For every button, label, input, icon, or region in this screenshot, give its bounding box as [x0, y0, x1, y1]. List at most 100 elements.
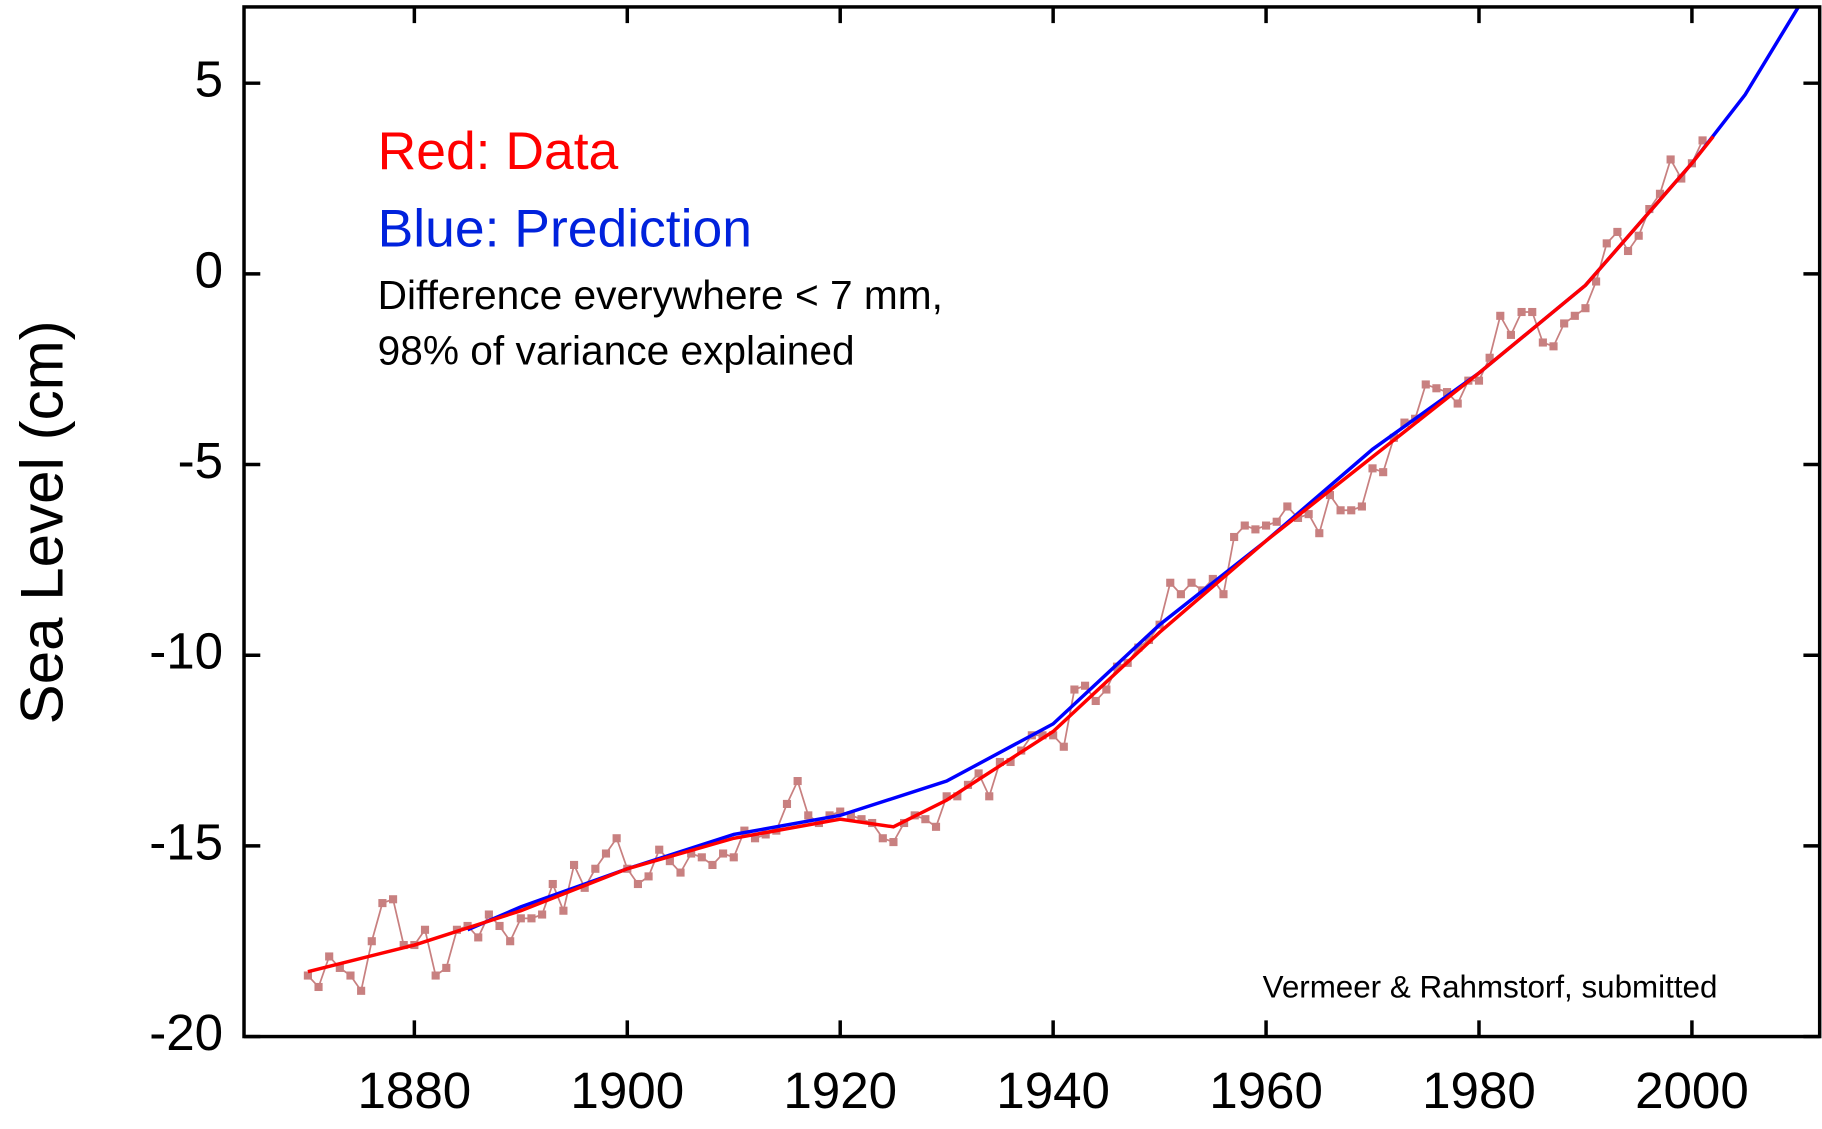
- data-point: [346, 971, 355, 980]
- data-point: [1623, 246, 1633, 256]
- data-point: [325, 952, 334, 961]
- data-point: [484, 910, 493, 919]
- data-point: [1240, 521, 1249, 530]
- data-point: [548, 879, 557, 889]
- data-point: [1613, 227, 1622, 236]
- data-point: [1091, 696, 1100, 706]
- data-point: [1187, 578, 1196, 587]
- y-tick-label: 5: [195, 51, 223, 108]
- data-point: [1453, 399, 1462, 408]
- data-point: [1006, 757, 1015, 767]
- data-point: [1666, 155, 1675, 164]
- data-point: [314, 982, 323, 992]
- data-point: [420, 925, 430, 934]
- data-point: [1581, 304, 1590, 313]
- data-point: [1219, 590, 1228, 599]
- data-point: [644, 872, 653, 881]
- data-point: [1208, 574, 1217, 583]
- data-point: [782, 799, 792, 808]
- data-point: [1357, 502, 1366, 511]
- x-tick-label: 1940: [996, 1062, 1110, 1119]
- data-point: [953, 792, 962, 801]
- data-point: [1400, 418, 1409, 427]
- y-tick-label: 0: [195, 241, 223, 298]
- data-point: [367, 937, 376, 946]
- data-point: [357, 986, 366, 995]
- data-point: [1442, 388, 1452, 397]
- annotation: Vermeer & Rahmstorf, submitted: [1263, 969, 1718, 1004]
- data-point: [495, 921, 504, 931]
- data-point: [1102, 685, 1111, 694]
- data-point: [516, 914, 525, 923]
- data-point: [559, 906, 568, 915]
- data-point: [1059, 742, 1068, 751]
- data-point: [1645, 204, 1654, 214]
- data-point: [995, 757, 1004, 767]
- data-point: [825, 811, 834, 820]
- y-tick-label: -5: [178, 432, 223, 489]
- data-point: [1389, 433, 1398, 442]
- data-point: [1081, 681, 1090, 690]
- data-point: [1570, 311, 1579, 320]
- data-point: [1549, 342, 1558, 351]
- data-point: [889, 838, 898, 847]
- series-line: [466, 6, 1800, 932]
- data-point: [569, 860, 579, 869]
- data-point: [836, 807, 845, 816]
- data-point: [942, 792, 951, 801]
- data-point: [1538, 338, 1547, 347]
- data-point: [303, 971, 312, 980]
- data-point: [804, 811, 813, 820]
- data-point: [463, 921, 472, 931]
- data-point: [527, 914, 536, 923]
- data-point: [506, 937, 515, 946]
- data-point: [1038, 731, 1047, 740]
- x-tick-label: 1880: [358, 1062, 472, 1119]
- data-point: [719, 849, 728, 858]
- data-point: [878, 834, 887, 843]
- x-tick-label: 1920: [783, 1062, 897, 1119]
- data-point: [708, 860, 717, 869]
- y-tick-label: -20: [149, 1004, 223, 1061]
- data-point: [1474, 376, 1484, 385]
- data-point: [761, 830, 770, 839]
- y-tick-label: -10: [149, 623, 223, 680]
- data-point: [1698, 136, 1707, 145]
- y-tick-label: -15: [149, 813, 223, 870]
- data-point: [974, 769, 983, 778]
- data-point: [1496, 311, 1505, 320]
- data-point: [1379, 468, 1388, 477]
- data-point: [1272, 517, 1281, 526]
- data-point: [538, 910, 547, 919]
- data-point: [1049, 731, 1058, 740]
- x-tick-label: 1980: [1422, 1062, 1536, 1119]
- data-point: [442, 963, 451, 972]
- annotation: 98% of variance explained: [378, 327, 855, 373]
- data-point: [1517, 307, 1526, 317]
- data-point: [335, 963, 344, 972]
- data-point: [601, 849, 611, 858]
- data-point: [580, 883, 589, 892]
- data-point: [1421, 380, 1430, 389]
- data-point: [729, 853, 738, 862]
- data-point: [1134, 643, 1143, 652]
- data-point: [1315, 529, 1324, 538]
- data-point: [1368, 464, 1377, 473]
- data-point: [1655, 189, 1665, 198]
- y-axis-label: Sea Level (cm): [7, 320, 75, 724]
- data-point: [1506, 330, 1515, 339]
- data-point: [697, 853, 706, 862]
- data-point: [1677, 174, 1686, 183]
- data-point: [1304, 510, 1313, 519]
- data-point: [931, 822, 941, 831]
- data-point: [1528, 307, 1537, 317]
- data-point: [750, 834, 760, 843]
- data-point: [388, 895, 398, 904]
- data-point: [665, 857, 674, 866]
- data-point: [612, 834, 621, 843]
- x-tick-label: 1900: [570, 1062, 684, 1119]
- data-point: [1634, 231, 1643, 240]
- data-point: [399, 940, 408, 950]
- data-point: [1485, 353, 1494, 362]
- plot-area: [303, 6, 1800, 995]
